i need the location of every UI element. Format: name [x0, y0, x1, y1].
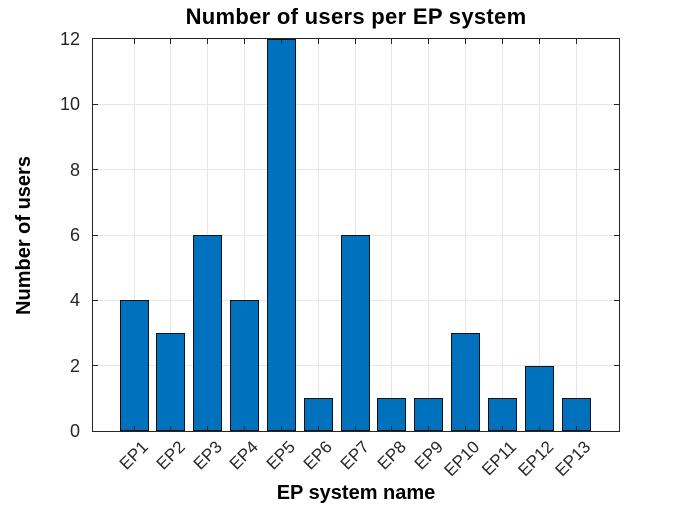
y-tick-label: 8	[69, 159, 80, 180]
x-tick-mark-bottom	[133, 426, 135, 431]
y-tick-mark-left	[93, 365, 98, 367]
x-tick-label: EP12	[514, 437, 558, 481]
x-tick-label: EP7	[336, 437, 373, 474]
bar-EP1	[119, 300, 149, 431]
x-tick-mark-top	[391, 39, 393, 44]
x-tick-mark-bottom	[538, 426, 540, 431]
x-tick-mark-top	[170, 39, 172, 44]
x-tick-mark-bottom	[354, 426, 356, 431]
x-tick-mark-top	[207, 39, 209, 44]
x-tick-label: EP13	[551, 437, 594, 481]
x-tick-mark-bottom	[428, 426, 430, 431]
x-tick-label: EP5	[262, 437, 300, 474]
gridline-horizontal	[93, 169, 619, 171]
x-tick-mark-top	[538, 39, 540, 44]
gridline-vertical	[428, 39, 430, 431]
y-tick-mark-right	[614, 103, 619, 105]
x-axis-label: EP system name	[276, 482, 436, 504]
x-tick-mark-bottom	[170, 426, 172, 431]
gridline-vertical	[133, 39, 135, 431]
x-tick-mark-bottom	[465, 426, 467, 431]
bar-EP7	[340, 235, 370, 431]
x-tick-mark-top	[244, 39, 246, 44]
x-tick-mark-bottom	[391, 426, 393, 431]
gridline-vertical	[502, 39, 503, 431]
gridline-vertical	[170, 39, 172, 431]
x-tick-mark-top	[354, 39, 356, 44]
bar-EP3	[193, 235, 223, 431]
plot-inner	[93, 39, 619, 431]
x-tick-label: EP11	[478, 437, 521, 480]
y-tick-mark-left	[93, 169, 98, 171]
x-tick-mark-top	[133, 39, 135, 44]
x-tick-mark-bottom	[502, 426, 503, 431]
x-tick-mark-bottom	[317, 426, 319, 431]
bar-EP5	[266, 39, 296, 431]
y-tick-mark-right	[614, 299, 619, 301]
y-tick-mark-left	[93, 299, 98, 301]
y-tick-label: 4	[69, 290, 80, 311]
gridline-vertical	[575, 39, 577, 431]
x-tick-mark-bottom	[575, 426, 577, 431]
x-tick-label: EP3	[189, 437, 226, 474]
y-tick-mark-right	[614, 169, 619, 171]
x-tick-mark-bottom	[280, 426, 282, 431]
y-tick-mark-right	[614, 234, 619, 236]
x-tick-label: EP10	[440, 437, 484, 481]
bar-EP6	[303, 398, 333, 431]
bar-EP2	[156, 333, 186, 431]
y-tick-mark-left	[93, 234, 98, 236]
x-tick-mark-top	[280, 39, 282, 44]
plot-area	[92, 38, 620, 432]
bar-EP10	[451, 333, 481, 431]
x-tick-label: EP2	[152, 437, 189, 474]
x-tick-mark-top	[575, 39, 577, 44]
gridline-vertical	[317, 39, 319, 431]
x-tick-mark-bottom	[207, 426, 209, 431]
chart-title: Number of users per EP system	[185, 4, 527, 29]
y-tick-label: 12	[59, 29, 80, 49]
x-tick-mark-top	[465, 39, 467, 44]
gridline-horizontal	[93, 103, 619, 105]
x-tick-mark-top	[502, 39, 503, 44]
y-tick-label: 2	[69, 355, 80, 376]
y-tick-mark-right	[614, 365, 619, 367]
x-tick-mark-top	[317, 39, 319, 44]
y-tick-mark-left	[93, 103, 98, 105]
y-tick-label: 6	[69, 225, 80, 245]
gridline-vertical	[391, 39, 393, 431]
x-tick-mark-top	[428, 39, 430, 44]
x-tick-mark-bottom	[244, 426, 246, 431]
y-tick-label: 0	[69, 421, 80, 441]
x-tick-label: EP6	[299, 437, 336, 474]
gridline-vertical	[465, 39, 467, 431]
x-tick-label: EP8	[373, 437, 410, 474]
bar-EP12	[524, 366, 554, 431]
y-tick-label: 10	[59, 94, 80, 115]
gridline-vertical	[538, 39, 540, 431]
x-tick-label: EP1	[115, 437, 152, 474]
x-tick-label: EP4	[226, 437, 263, 474]
gridline-vertical	[244, 39, 246, 431]
bar-EP4	[230, 300, 260, 431]
bar-EP9	[414, 398, 444, 431]
